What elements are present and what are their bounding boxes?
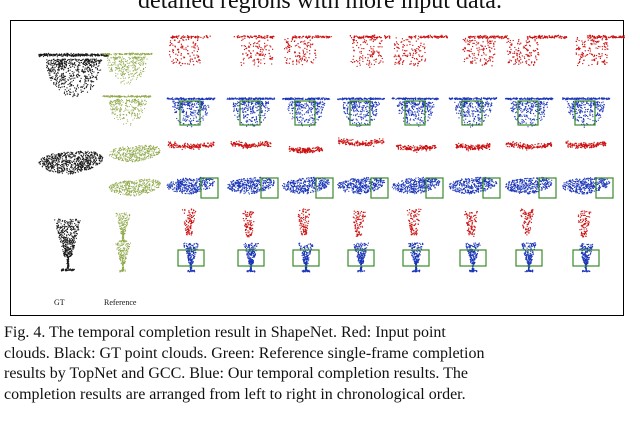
ours-lamp-cloud [282, 97, 331, 127]
highlight-box [404, 100, 426, 126]
input-lamp-cloud [462, 34, 509, 67]
ours-lamp-cloud [448, 97, 498, 128]
ours-car-cloud [562, 177, 611, 195]
gt-lamp-cloud [38, 52, 110, 98]
caption-line-2: clouds. Black: GT point clouds. Green: R… [4, 344, 485, 362]
caption-line-3: results by TopNet and GCC. Blue: Our tem… [4, 365, 468, 382]
highlight-box [572, 249, 600, 267]
highlight-box [538, 177, 557, 199]
ours-goblet-cloud [183, 242, 199, 273]
input-car-cloud [338, 137, 385, 147]
ours-car-cloud [448, 176, 498, 195]
ours-goblet-cloud [353, 242, 369, 273]
highlight-box [200, 177, 219, 199]
highlight-box [574, 100, 596, 126]
ours-car-cloud [281, 176, 330, 195]
highlight-box [482, 177, 501, 199]
highlight-box [239, 100, 261, 126]
highlight-box [179, 100, 201, 126]
ours-lamp-cloud [562, 97, 611, 128]
input-lamp-cloud [283, 34, 332, 66]
reference-lamp-cloud-2 [102, 94, 152, 126]
input-car-cloud [167, 141, 215, 151]
input-goblet-cloud [181, 208, 197, 236]
ours-goblet-cloud [465, 242, 481, 273]
highlight-box [515, 249, 543, 267]
input-car-cloud [288, 145, 324, 154]
input-goblet-cloud [406, 208, 422, 236]
input-car-cloud [395, 144, 437, 153]
ours-goblet-cloud [579, 242, 594, 273]
input-car-cloud [505, 141, 553, 151]
reference-lamp-cloud [102, 52, 153, 85]
input-car-cloud [455, 142, 491, 152]
gt-car-cloud [38, 150, 104, 175]
highlight-box [349, 100, 371, 126]
highlight-box [294, 100, 316, 126]
caption-line-1: Fig. 4. The temporal completion result i… [4, 324, 446, 341]
ours-lamp-cloud [504, 97, 554, 128]
input-lamp-cloud [393, 34, 449, 67]
figure-caption: Fig. 4. The temporal completion result i… [4, 323, 636, 405]
input-lamp-cloud [233, 34, 275, 67]
figure-panel: GT Reference [10, 20, 625, 316]
ours-goblet-cloud [408, 242, 424, 273]
highlight-box [260, 177, 279, 199]
ours-car-cloud [166, 176, 215, 195]
highlight-box [177, 249, 205, 267]
input-lamp-cloud [506, 34, 568, 66]
highlight-box [292, 249, 320, 267]
highlight-box [425, 177, 444, 199]
reference-car-cloud-2 [108, 178, 161, 197]
ours-goblet-cloud [521, 242, 537, 273]
highlight-box [237, 249, 265, 267]
input-lamp-cloud [349, 34, 391, 68]
ours-car-cloud [227, 176, 275, 195]
input-lamp-cloud [168, 34, 211, 67]
highlight-box [461, 100, 483, 126]
ours-goblet-cloud [243, 242, 259, 273]
reference-car-cloud [109, 144, 161, 163]
highlight-box [347, 249, 375, 267]
ours-goblet-cloud [298, 242, 314, 273]
highlight-box [402, 249, 430, 267]
ours-car-cloud [505, 176, 553, 195]
preceding-text-line: detailed regions with more input data. [138, 0, 502, 14]
ours-lamp-cloud [166, 97, 216, 128]
input-lamp-cloud [575, 34, 625, 67]
ours-car-cloud [391, 176, 441, 195]
input-goblet-cloud [352, 210, 366, 237]
input-car-cloud [565, 140, 607, 149]
highlight-box [459, 249, 487, 267]
point-cloud-figure [38, 34, 625, 273]
highlight-box [517, 100, 539, 126]
reference-goblet-cloud-2 [115, 242, 132, 273]
caption-line-4: completion results are arranged from lef… [4, 385, 466, 403]
highlight-box [595, 177, 614, 199]
ours-lamp-cloud [226, 97, 276, 127]
input-goblet-cloud [519, 208, 534, 236]
input-goblet-cloud [297, 208, 311, 236]
input-goblet-cloud [464, 210, 478, 238]
highlight-box [370, 177, 389, 199]
ours-car-cloud [337, 176, 386, 195]
ours-lamp-cloud [391, 97, 440, 127]
gt-goblet-cloud [54, 218, 81, 272]
reference-goblet-cloud [115, 212, 131, 243]
input-car-cloud [230, 140, 272, 150]
input-goblet-cloud [242, 210, 255, 238]
reference-column-label: Reference [104, 298, 137, 307]
gt-column-label: GT [54, 298, 65, 307]
input-goblet-cloud [577, 210, 592, 238]
highlight-box [315, 177, 334, 199]
